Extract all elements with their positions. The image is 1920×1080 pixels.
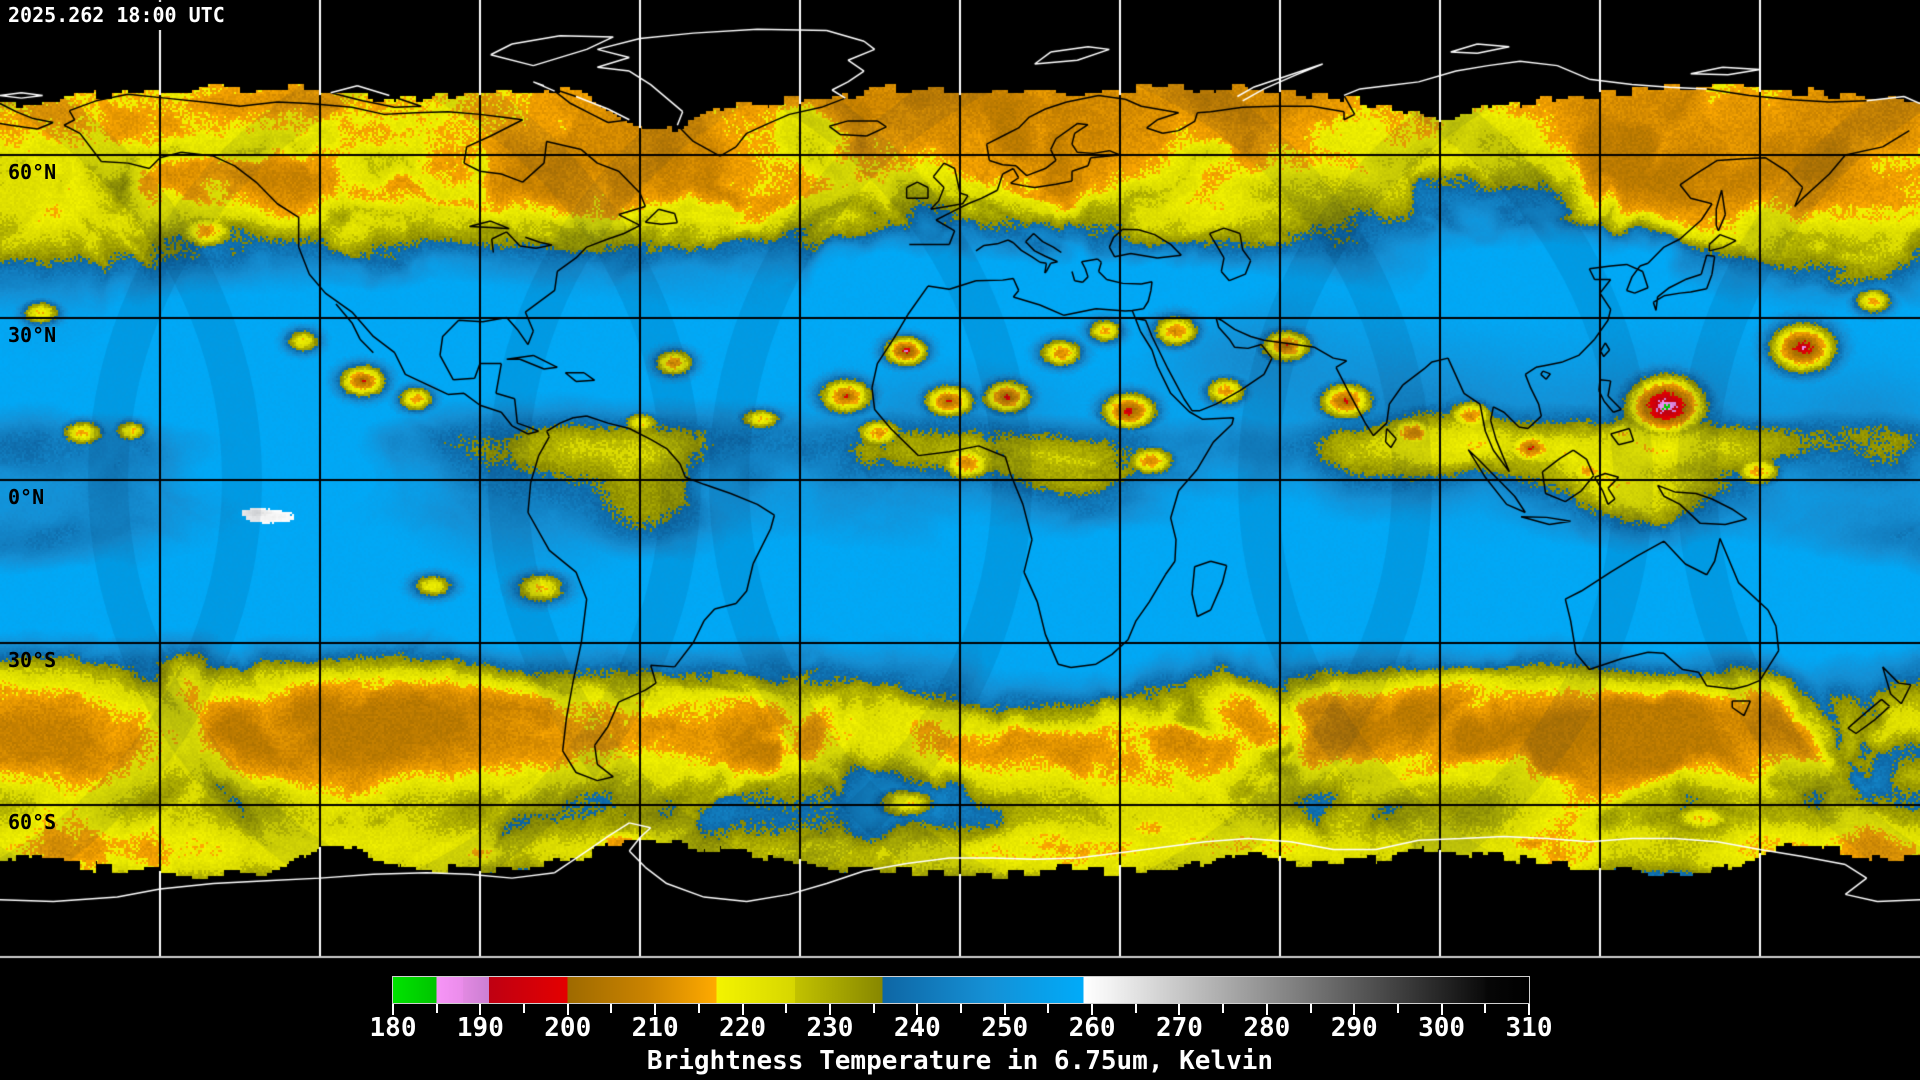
colorbar-tick [697,1004,700,1013]
colorbar-tick [566,1004,569,1015]
colorbar-tick [1440,1004,1443,1015]
colorbar-tick [1178,1004,1181,1015]
colorbar-tick [479,1004,482,1015]
colorbar-tick [654,1004,657,1015]
colorbar-tick [1265,1004,1268,1015]
colorbar-title: Brightness Temperature in 6.75um, Kelvin [646,1046,1274,1076]
colorbar-tick [828,1004,831,1015]
colorbar-tick-label: 200 [544,1013,592,1043]
timestamp-label: 2025.262 18:00 UTC [6,2,229,30]
colorbar-tick [1222,1004,1225,1013]
latitude-label: 60°S [8,810,57,834]
colorbar-tick [916,1004,919,1015]
colorbar-tick-label: 280 [1243,1013,1291,1043]
colorbar-tick-label: 230 [806,1013,854,1043]
colorbar-tick-label: 290 [1330,1013,1378,1043]
colorbar-tick [1396,1004,1399,1013]
latitude-label: 0°N [8,485,45,509]
colorbar-tick-label: 260 [1068,1013,1116,1043]
colorbar-tick [1353,1004,1356,1015]
colorbar-tick [1484,1004,1487,1013]
colorbar-tick-label: 210 [631,1013,679,1043]
colorbar-tick [960,1004,962,1013]
colorbar-tick [392,1004,394,1015]
colorbar-tick [872,1004,875,1013]
colorbar-tick [785,1004,788,1013]
colorbar-tick [1528,1004,1530,1015]
latitude-label: 30°N [8,322,57,347]
colorbar-tick-label: 190 [456,1013,504,1043]
colorbar-tick [435,1004,438,1013]
latitude-label: 30°S [8,647,57,672]
colorbar-tick-label: 250 [981,1013,1029,1043]
global-water-vapor-composite-map [0,0,1920,960]
colorbar-tick-label: 220 [719,1013,767,1043]
latitude-label: 60°N [8,160,57,184]
colorbar-tick-label: 270 [1155,1013,1203,1043]
colorbar-tick-label: 310 [1505,1013,1553,1043]
colorbar-tick [610,1004,613,1013]
colorbar-tick-label: 240 [893,1013,941,1043]
colorbar-gradient [392,976,1530,1004]
colorbar-tick [741,1004,744,1015]
colorbar-tick [523,1004,526,1013]
colorbar-tick-label: 300 [1418,1013,1466,1043]
colorbar-tick [1309,1004,1312,1013]
colorbar-tick [1134,1004,1137,1013]
colorbar-tick [1047,1004,1050,1013]
colorbar-tick-label: 180 [369,1013,417,1043]
colorbar-tick [1091,1004,1094,1015]
colorbar-tick [1003,1004,1006,1015]
